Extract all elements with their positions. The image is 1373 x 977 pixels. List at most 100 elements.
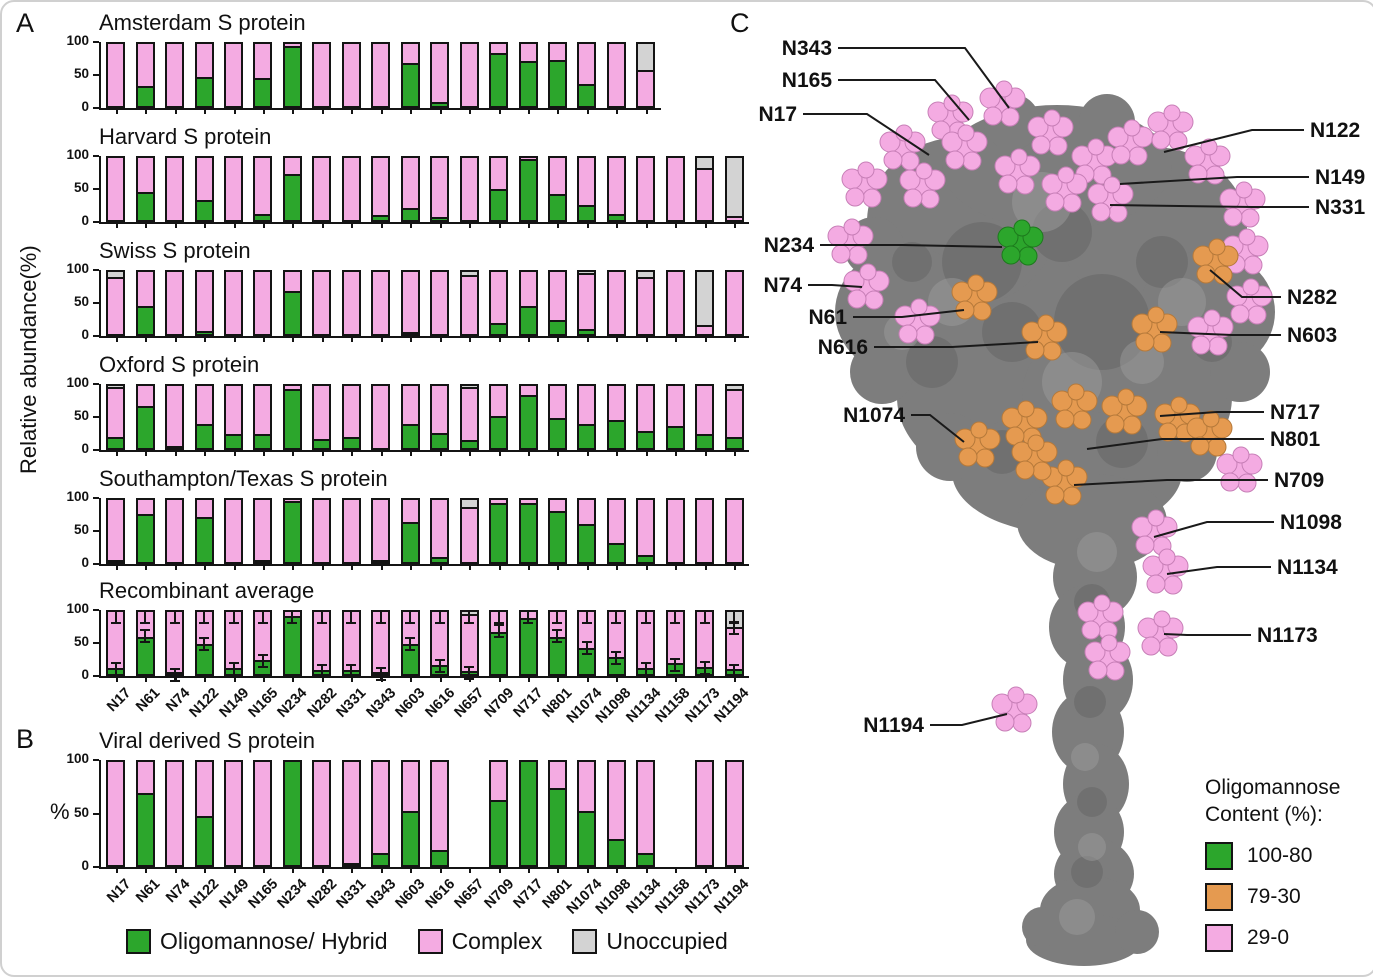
segment-unoccupied bbox=[108, 272, 124, 280]
error-bar-cap bbox=[670, 622, 681, 624]
bar-N1194 bbox=[724, 270, 744, 336]
x-axis-tick bbox=[262, 564, 265, 570]
segment-oligomannose bbox=[608, 839, 624, 865]
glycan-cluster-orange bbox=[1186, 410, 1233, 457]
bar-N1134 bbox=[636, 42, 656, 108]
x-axis-tick bbox=[351, 222, 354, 228]
bar-N74 bbox=[165, 384, 185, 450]
segment-oligomannose bbox=[108, 560, 124, 562]
x-axis-tick bbox=[645, 564, 648, 570]
error-bar-stem bbox=[585, 610, 588, 624]
bar-N709 bbox=[489, 42, 509, 108]
site-label: N61 bbox=[808, 306, 847, 329]
legend-label: Oligomannose/ Hybrid bbox=[160, 928, 388, 954]
error-bar-cap bbox=[405, 610, 416, 612]
site-label-line bbox=[1086, 438, 1264, 450]
x-axis-tick bbox=[292, 108, 295, 114]
segment-oligomannose bbox=[608, 543, 624, 562]
bar-N1074 bbox=[577, 384, 597, 450]
error-bar-cap bbox=[228, 674, 239, 677]
error-bar-cap bbox=[729, 633, 740, 636]
error-bar-cap bbox=[523, 610, 534, 612]
error-bar-stem bbox=[409, 637, 412, 652]
error-bar-cap bbox=[140, 641, 151, 644]
glycan-cluster-orange bbox=[1001, 400, 1048, 447]
x-axis-line bbox=[99, 108, 661, 110]
x-axis-tick bbox=[115, 676, 118, 682]
y-axis-tick-label: 0 bbox=[81, 555, 89, 570]
bar-N717 bbox=[518, 760, 538, 867]
x-axis-tick bbox=[321, 222, 324, 228]
site-label: N282 bbox=[1287, 286, 1337, 309]
x-axis-tick bbox=[174, 222, 177, 228]
segment-oligomannose bbox=[108, 436, 124, 448]
error-bar-cap bbox=[110, 674, 121, 677]
error-bar-cap bbox=[729, 675, 740, 678]
bar-N1194 bbox=[724, 384, 744, 450]
oligo-legend-title-line2: Content (%): bbox=[1205, 803, 1323, 827]
y-axis-tick-label: 100 bbox=[66, 601, 89, 616]
x-axis-tick bbox=[204, 676, 207, 682]
bar-N1173 bbox=[695, 270, 715, 336]
bar-N1098 bbox=[606, 156, 626, 222]
bar-N1134 bbox=[636, 270, 656, 336]
x-axis-tick bbox=[115, 564, 118, 570]
bar-N709 bbox=[489, 760, 509, 867]
x-axis-tick bbox=[645, 336, 648, 342]
bar-N149 bbox=[224, 270, 244, 336]
segment-oligomannose bbox=[402, 332, 418, 334]
error-bar-cap bbox=[316, 664, 327, 667]
glycan-cluster-pink bbox=[979, 80, 1026, 127]
site-label: N74 bbox=[763, 274, 802, 297]
bar-N74 bbox=[165, 498, 185, 564]
error-bar-cap bbox=[434, 671, 445, 674]
legend-swatch bbox=[572, 929, 598, 954]
bar-N331 bbox=[341, 498, 361, 564]
chart-title: Swiss S protein bbox=[99, 238, 251, 263]
error-bar-cap bbox=[552, 622, 563, 624]
site-label-line bbox=[1163, 129, 1304, 153]
error-bar-cap bbox=[699, 661, 710, 664]
error-bar-cap bbox=[670, 669, 681, 672]
bar-N282 bbox=[312, 760, 332, 867]
segment-unoccupied bbox=[697, 158, 713, 171]
error-bar-cap bbox=[464, 677, 475, 680]
segment-oligomannose bbox=[226, 434, 242, 448]
error-bar-stem bbox=[556, 610, 559, 624]
y-axis-tick-label: 50 bbox=[73, 180, 89, 195]
error-bar-stem bbox=[379, 667, 382, 682]
error-bar-stem bbox=[527, 610, 530, 624]
bar-N1098 bbox=[606, 384, 626, 450]
segment-oligomannose bbox=[579, 811, 595, 865]
error-bar-cap bbox=[434, 622, 445, 624]
error-bar-cap bbox=[640, 610, 651, 612]
site-label: N1134 bbox=[1277, 556, 1338, 579]
error-bar-cap bbox=[493, 610, 504, 612]
error-bar-cap bbox=[199, 610, 210, 612]
x-axis-tick bbox=[586, 867, 589, 873]
bar-N709 bbox=[489, 610, 509, 676]
x-axis-tick bbox=[174, 336, 177, 342]
site-label: N717 bbox=[1270, 401, 1320, 424]
segment-oligomannose bbox=[549, 418, 565, 448]
oligo-legend-label: 79-30 bbox=[1247, 884, 1301, 908]
error-bar-cap bbox=[434, 610, 445, 612]
y-axis-tick-label: 100 bbox=[66, 33, 89, 48]
segment-oligomannose bbox=[432, 216, 448, 220]
legend-item-1: Complex bbox=[417, 928, 542, 955]
error-bar-cap bbox=[316, 610, 327, 612]
segment-oligomannose bbox=[137, 513, 153, 562]
error-bar-cap bbox=[169, 679, 180, 682]
bar-N61 bbox=[135, 156, 155, 222]
segment-oligomannose bbox=[196, 516, 212, 562]
x-axis-tick bbox=[233, 450, 236, 456]
error-bar-cap bbox=[611, 610, 622, 612]
x-axis-tick bbox=[145, 108, 148, 114]
glycan-cluster-pink bbox=[1107, 119, 1154, 166]
site-label: N1074 bbox=[843, 404, 905, 427]
error-bar-cap bbox=[581, 641, 592, 644]
bar-N165 bbox=[253, 156, 273, 222]
error-bar-cap bbox=[493, 636, 504, 639]
bar-N17 bbox=[106, 156, 126, 222]
segment-oligomannose bbox=[196, 200, 212, 220]
